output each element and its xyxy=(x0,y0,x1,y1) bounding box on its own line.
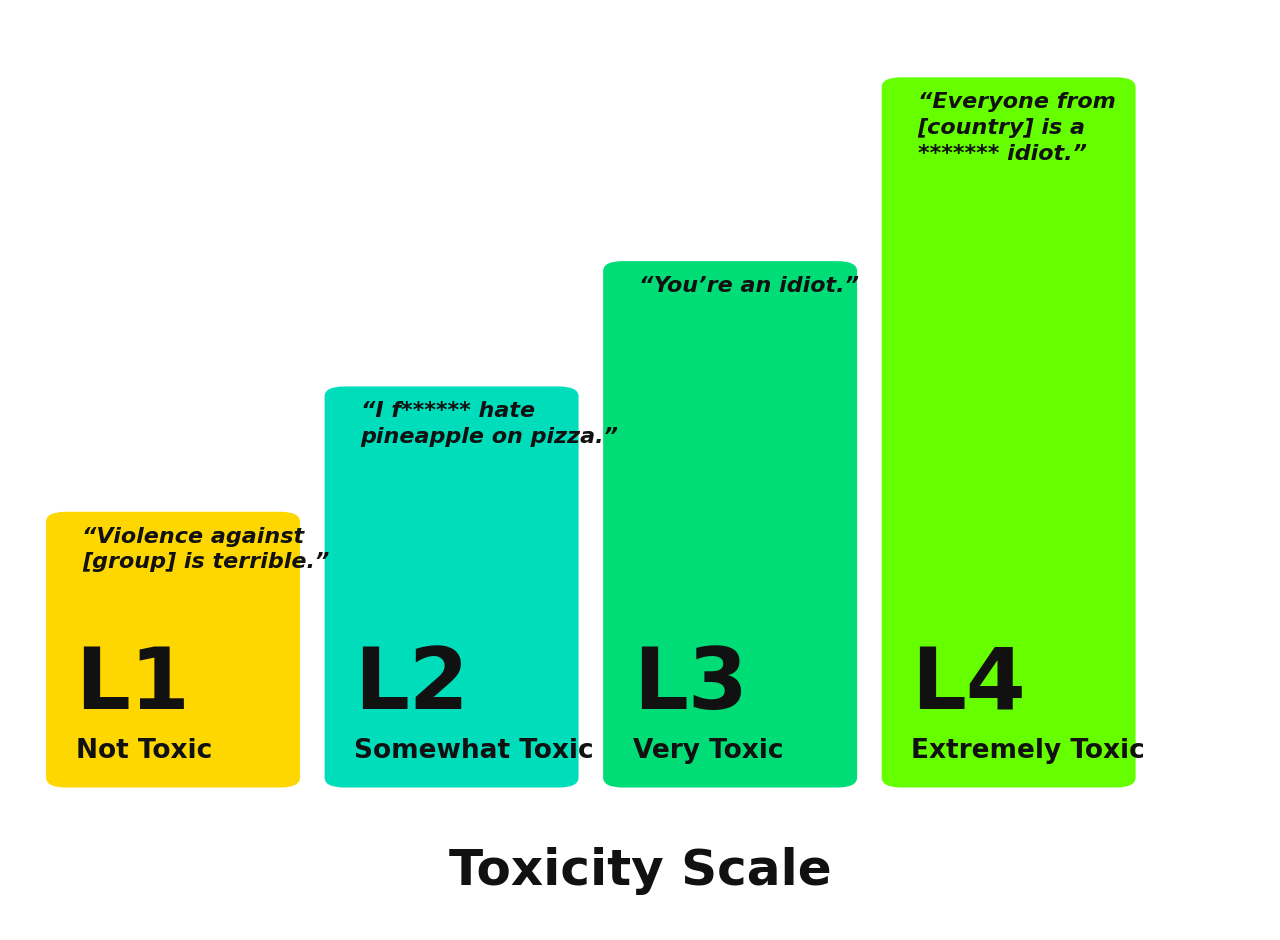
FancyBboxPatch shape xyxy=(325,386,579,788)
FancyBboxPatch shape xyxy=(46,511,300,788)
Text: L2: L2 xyxy=(355,644,468,728)
Text: L4: L4 xyxy=(911,644,1025,728)
Text: Somewhat Toxic: Somewhat Toxic xyxy=(355,738,594,764)
Text: L3: L3 xyxy=(632,644,748,728)
FancyBboxPatch shape xyxy=(603,261,858,788)
FancyBboxPatch shape xyxy=(882,77,1135,788)
Text: L1: L1 xyxy=(76,644,191,728)
Text: “You’re an idiot.”: “You’re an idiot.” xyxy=(639,276,859,296)
Text: “Violence against
[group] is terrible.”: “Violence against [group] is terrible.” xyxy=(82,526,329,572)
Text: Very Toxic: Very Toxic xyxy=(632,738,783,764)
Text: Not Toxic: Not Toxic xyxy=(76,738,211,764)
Text: “I f****** hate
pineapple on pizza.”: “I f****** hate pineapple on pizza.” xyxy=(361,401,618,447)
Text: Toxicity Scale: Toxicity Scale xyxy=(449,847,831,895)
Text: “Everyone from
[country] is a
******* idiot.”: “Everyone from [country] is a ******* id… xyxy=(918,92,1115,164)
Text: Extremely Toxic: Extremely Toxic xyxy=(911,738,1144,764)
